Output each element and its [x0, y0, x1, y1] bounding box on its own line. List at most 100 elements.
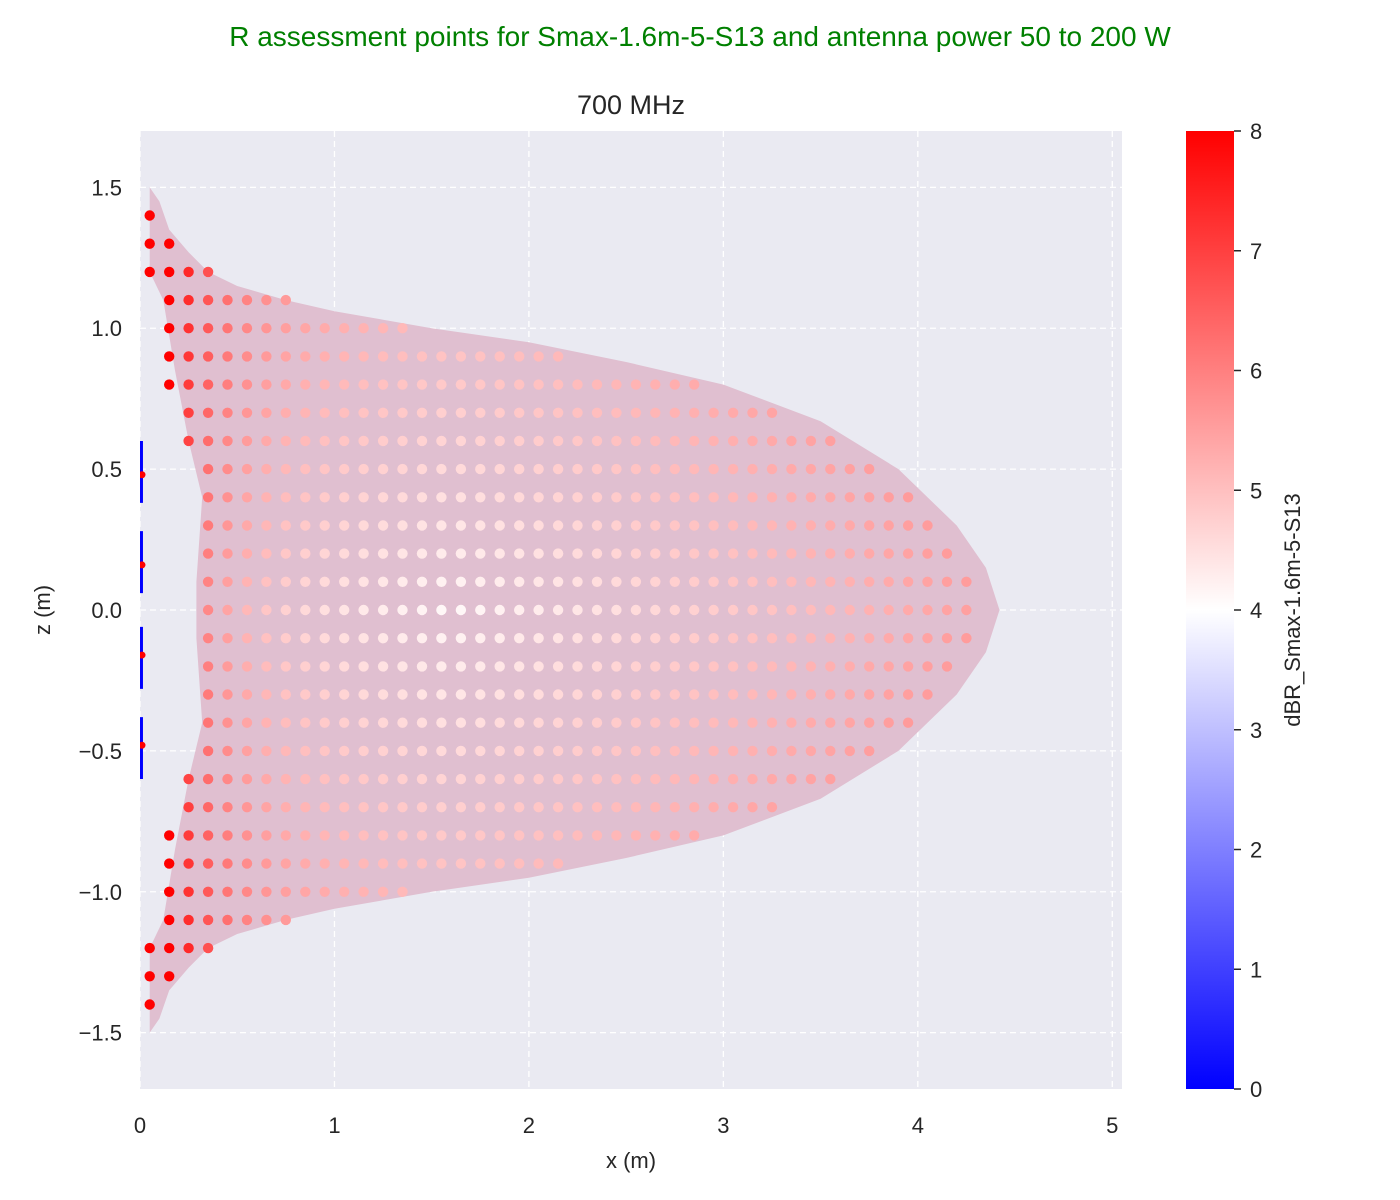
- assessment-point: [669, 773, 680, 785]
- assessment-point: [844, 520, 855, 531]
- assessment-point: [358, 520, 369, 531]
- assessment-point: [222, 520, 233, 531]
- assessment-point: [280, 689, 291, 700]
- assessment-point: [261, 351, 272, 362]
- assessment-point: [377, 520, 389, 531]
- assessment-point: [669, 576, 680, 587]
- assessment-point: [202, 830, 214, 841]
- assessment-point: [630, 576, 642, 587]
- assessment-point: [786, 463, 797, 475]
- assessment-point: [727, 661, 739, 672]
- assessment-point: [941, 633, 953, 644]
- assessment-point: [377, 633, 389, 644]
- assessment-point: [241, 830, 253, 841]
- assessment-point: [436, 858, 447, 869]
- assessment-point: [494, 717, 505, 728]
- assessment-point: [416, 689, 428, 700]
- assessment-point: [202, 942, 214, 954]
- assessment-point: [358, 633, 369, 644]
- assessment-point: [202, 886, 214, 897]
- assessment-point: [941, 548, 953, 559]
- colorbar: [1186, 131, 1234, 1089]
- assessment-point: [844, 576, 855, 587]
- assessment-point: [377, 802, 389, 813]
- assessment-point: [494, 802, 505, 813]
- assessment-point: [377, 858, 389, 869]
- assessment-point: [514, 435, 525, 447]
- assessment-point: [864, 717, 875, 728]
- assessment-point: [514, 633, 525, 644]
- assessment-point: [708, 689, 719, 700]
- assessment-point: [339, 407, 350, 418]
- assessment-point: [533, 802, 544, 813]
- assessment-point: [183, 942, 194, 954]
- assessment-point: [222, 492, 233, 503]
- assessment-point: [164, 914, 175, 926]
- assessment-point: [766, 717, 778, 728]
- assessment-point: [552, 802, 564, 813]
- assessment-point: [727, 463, 739, 475]
- assessment-point: [300, 717, 311, 728]
- assessment-point: [766, 633, 778, 644]
- assessment-point: [144, 238, 155, 249]
- assessment-point: [689, 463, 700, 475]
- assessment-point: [747, 548, 758, 559]
- assessment-point: [883, 492, 894, 503]
- assessment-point: [377, 830, 389, 841]
- assessment-point: [669, 830, 680, 841]
- assessment-point: [339, 886, 350, 897]
- assessment-point: [222, 548, 233, 559]
- assessment-point: [766, 492, 778, 503]
- assessment-point: [300, 520, 311, 531]
- assessment-point: [455, 604, 467, 616]
- assessment-point: [222, 773, 233, 785]
- assessment-point: [222, 435, 233, 447]
- assessment-point: [533, 858, 544, 869]
- assessment-point: [455, 830, 467, 841]
- assessment-point: [650, 802, 661, 813]
- assessment-point: [222, 633, 233, 644]
- assessment-point: [377, 661, 389, 672]
- assessment-point: [552, 604, 564, 616]
- assessment-point: [514, 858, 525, 869]
- assessment-point: [222, 379, 233, 390]
- assessment-point: [397, 576, 408, 587]
- assessment-point: [280, 576, 291, 587]
- assessment-point: [202, 435, 214, 447]
- assessment-point: [222, 689, 233, 700]
- assessment-point: [552, 689, 564, 700]
- assessment-point: [630, 717, 642, 728]
- assessment-point: [241, 689, 253, 700]
- assessment-point: [494, 548, 505, 559]
- assessment-point: [630, 520, 642, 531]
- assessment-point: [358, 802, 369, 813]
- assessment-point: [591, 492, 603, 503]
- assessment-point: [222, 802, 233, 813]
- assessment-point: [455, 463, 467, 475]
- assessment-point: [202, 407, 214, 418]
- axis-point: [140, 741, 146, 749]
- assessment-point: [222, 717, 233, 728]
- assessment-point: [611, 689, 622, 700]
- assessment-point: [630, 492, 642, 503]
- assessment-point: [339, 379, 350, 390]
- assessment-point: [922, 576, 933, 587]
- assessment-point: [825, 520, 836, 531]
- assessment-point: [241, 351, 253, 362]
- assessment-point: [397, 830, 408, 841]
- assessment-point: [222, 407, 233, 418]
- assessment-point: [300, 463, 311, 475]
- assessment-point: [202, 661, 214, 672]
- assessment-point: [436, 351, 447, 362]
- assessment-point: [611, 463, 622, 475]
- assessment-point: [319, 717, 330, 728]
- assessment-point: [689, 548, 700, 559]
- assessment-point: [241, 661, 253, 672]
- assessment-point: [533, 463, 544, 475]
- assessment-point: [358, 886, 369, 897]
- assessment-point: [766, 689, 778, 700]
- assessment-point: [708, 520, 719, 531]
- assessment-point: [766, 435, 778, 447]
- assessment-point: [902, 661, 914, 672]
- assessment-point: [202, 351, 214, 362]
